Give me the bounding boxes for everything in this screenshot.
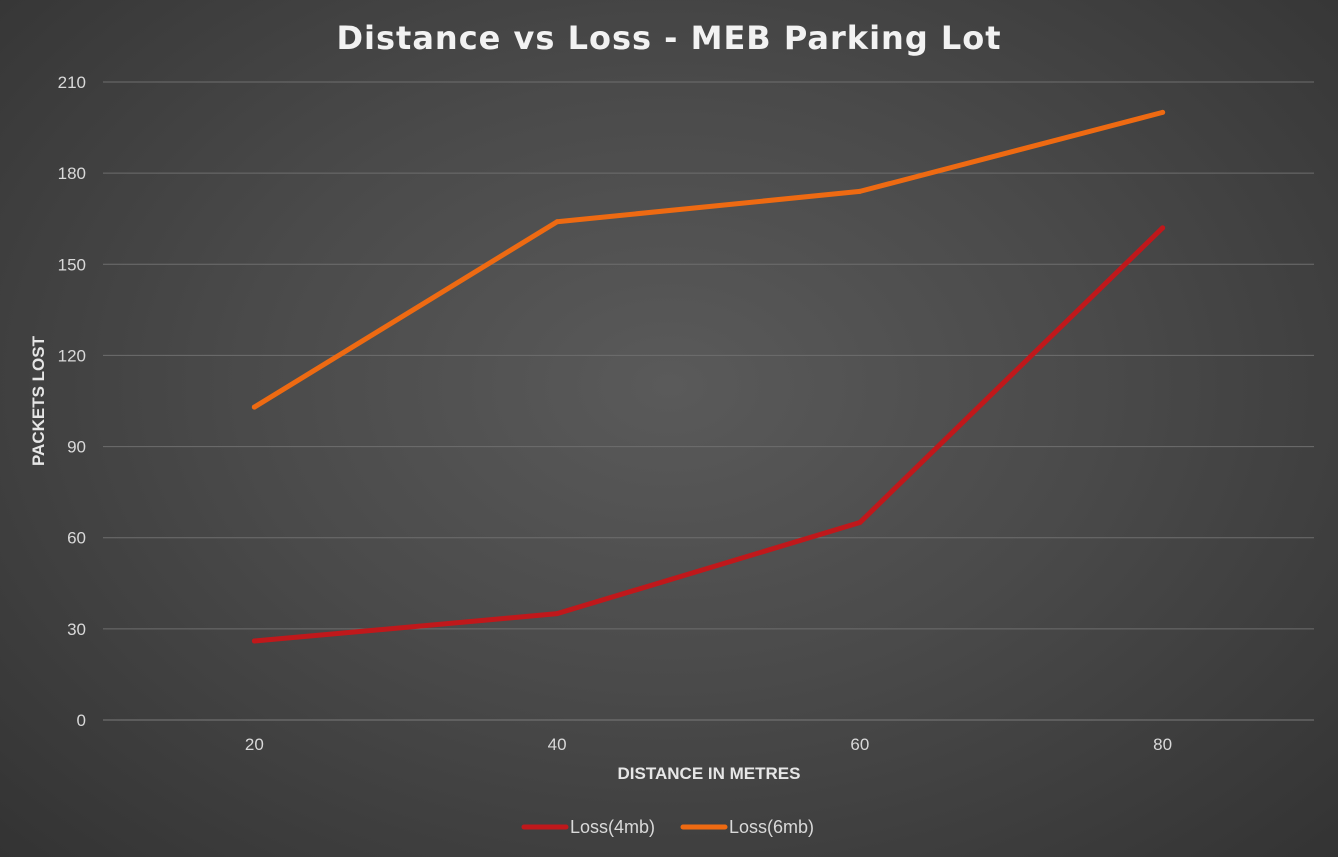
y-tick-label: 150 — [58, 255, 86, 274]
data-point — [1160, 225, 1166, 231]
x-axis-title: DISTANCE IN METRES — [618, 764, 801, 783]
data-point — [554, 219, 560, 225]
data-point — [857, 520, 863, 526]
x-tick-label: 40 — [548, 735, 567, 754]
legend-label: Loss(4mb) — [570, 817, 655, 837]
gridlines — [103, 81, 1314, 721]
data-point — [554, 611, 560, 617]
data-point — [251, 638, 257, 644]
y-tick-label: 180 — [58, 164, 86, 183]
data-point — [857, 188, 863, 194]
chart-title: Distance vs Loss - MEB Parking Lot — [336, 19, 1001, 57]
data-point — [1160, 109, 1166, 115]
y-tick-label: 0 — [77, 711, 86, 730]
y-tick-label: 90 — [67, 438, 86, 457]
x-axis-ticks: 20 40 60 80 — [245, 735, 1172, 754]
x-tick-label: 20 — [245, 735, 264, 754]
data-point — [251, 404, 257, 410]
series-lines — [251, 109, 1166, 644]
series-line — [251, 109, 1166, 410]
y-tick-label: 210 — [58, 73, 86, 92]
x-tick-label: 80 — [1153, 735, 1172, 754]
y-axis-ticks: 0 30 60 90 120 150 180 210 — [58, 73, 86, 730]
y-tick-label: 60 — [67, 529, 86, 548]
legend: Loss(4mb) Loss(6mb) — [521, 817, 814, 837]
y-tick-label: 30 — [67, 620, 86, 639]
legend-label: Loss(6mb) — [729, 817, 814, 837]
x-tick-label: 60 — [850, 735, 869, 754]
y-axis-title: PACKETS LOST — [29, 335, 48, 466]
y-tick-label: 120 — [58, 346, 86, 365]
series-line — [251, 225, 1166, 644]
